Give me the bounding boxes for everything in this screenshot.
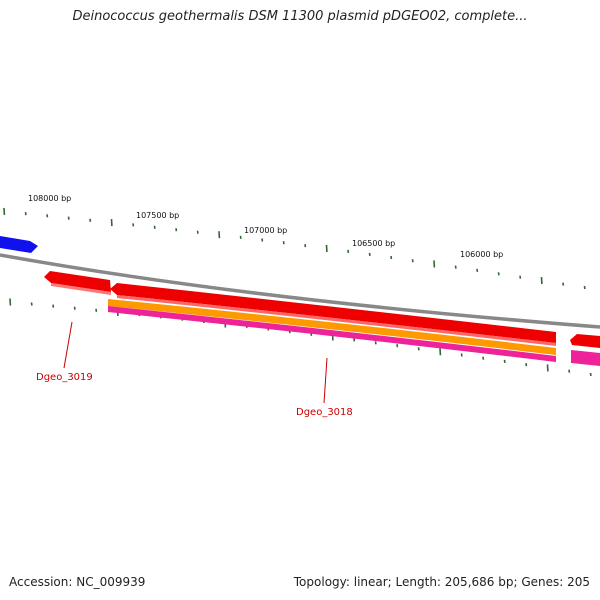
feature-band-dgeo-3018[interactable]	[108, 306, 556, 362]
map-title: Deinococcus geothermalis DSM 11300 plasm…	[72, 9, 528, 24]
next-feature-band[interactable]	[571, 350, 600, 366]
accession-label: Accession: NC_009939	[9, 575, 146, 589]
scale-label: 107500 bp	[136, 211, 179, 220]
gene-label-dgeo-3018[interactable]: Dgeo_3018	[296, 407, 353, 418]
scale-label: 107000 bp	[244, 226, 287, 235]
cds-band-dgeo-3018[interactable]	[108, 299, 556, 355]
blue-feature-arrow[interactable]	[0, 236, 38, 253]
scale-label: 108000 bp	[28, 194, 71, 203]
leader-line-dgeo-3018	[323, 357, 328, 404]
gene-arrow-dgeo-3019[interactable]	[44, 271, 111, 292]
leader-line-dgeo-3019	[63, 321, 73, 369]
gene-arrow-dgeo-3018-shadow	[117, 295, 556, 346]
outer-tick-ring	[3, 207, 586, 290]
gene-label-dgeo-3019[interactable]: Dgeo_3019	[36, 372, 93, 383]
next-gene-arrow[interactable]	[570, 334, 600, 348]
gene-arrow-dgeo-3019-shadow	[51, 283, 111, 295]
scale-label: 106500 bp	[352, 239, 395, 248]
sequence-summary: Topology: linear; Length: 205,686 bp; Ge…	[293, 575, 590, 589]
gene-arrow-dgeo-3018[interactable]	[110, 283, 556, 343]
scale-label: 106000 bp	[460, 250, 503, 259]
sequence-backbone	[0, 253, 600, 329]
